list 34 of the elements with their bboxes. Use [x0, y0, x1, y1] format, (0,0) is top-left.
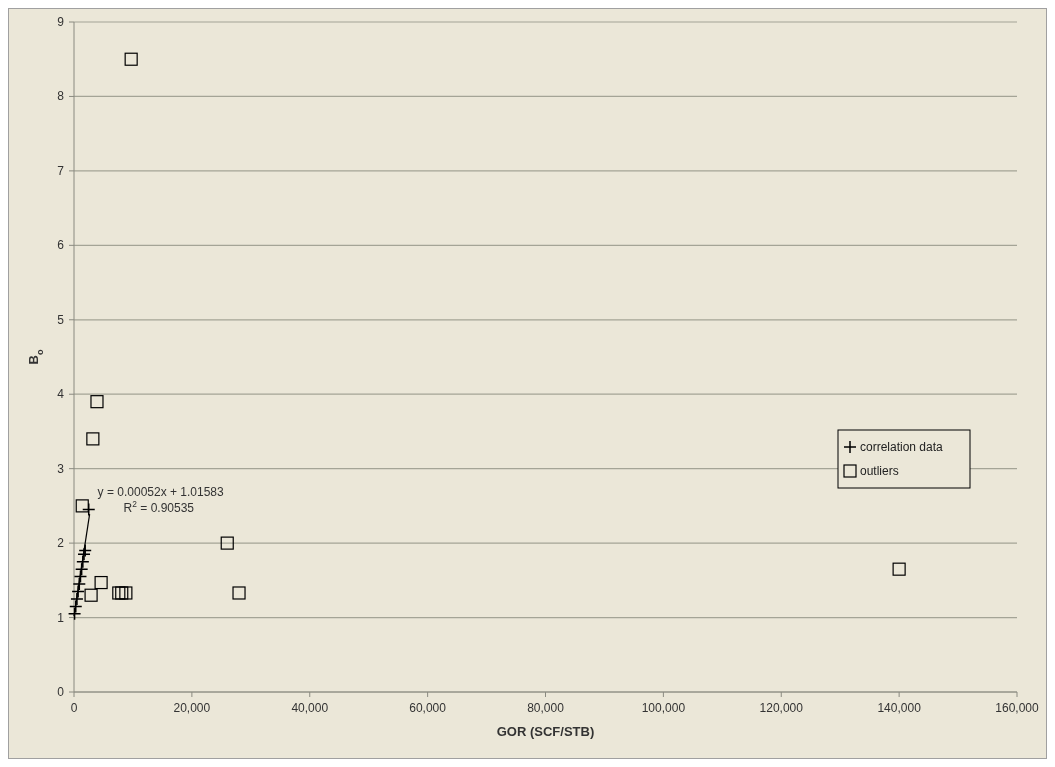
x-tick-label: 80,000 [527, 701, 565, 715]
x-axis-title: GOR (SCF/STB) [496, 724, 595, 739]
y-tick-label: 6 [57, 238, 65, 253]
x-tick-label: 20,000 [173, 701, 211, 715]
y-tick-label: 1 [57, 610, 65, 625]
y-tick-label: 4 [57, 387, 65, 402]
point [94, 575, 108, 590]
y-tick-label: 7 [57, 163, 65, 178]
point [84, 588, 98, 602]
y-tick-label: 0 [57, 685, 65, 699]
legend-label: correlation data [860, 440, 944, 454]
x-tick-label: 0 [70, 701, 78, 715]
point [86, 432, 100, 446]
y-tick-label: 2 [57, 536, 65, 551]
point [232, 586, 246, 600]
x-tick-label: 120,000 [759, 701, 804, 715]
point [124, 52, 138, 66]
y-tick-label: 9 [57, 15, 65, 29]
point [75, 499, 89, 513]
legend-label: outliers [860, 464, 899, 478]
y-tick-label: 8 [57, 89, 65, 104]
y-tick-label: 5 [57, 312, 65, 327]
x-tick-label: 40,000 [291, 701, 329, 715]
x-tick-label: 160,000 [995, 701, 1040, 715]
point [892, 562, 906, 576]
annotation: R$^{2}$ = 0.90535 [123, 499, 195, 516]
point [220, 536, 234, 550]
point [90, 395, 104, 409]
annotation: y = 0.00052x + 1.01583 [97, 485, 225, 500]
point [119, 586, 133, 600]
x-tick-label: 60,000 [409, 701, 447, 715]
x-tick-label: 140,000 [877, 701, 922, 715]
x-tick-label: 100,000 [641, 701, 686, 715]
y-tick-label: 3 [57, 461, 65, 476]
